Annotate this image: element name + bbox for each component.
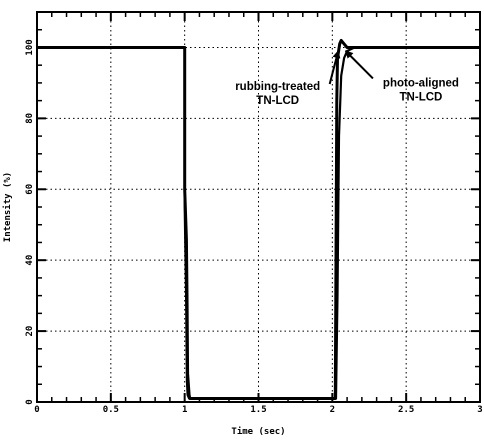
y-tick-label: 60 bbox=[25, 184, 35, 195]
y-tick-label: 40 bbox=[25, 255, 35, 266]
y-tick-label: 20 bbox=[25, 326, 35, 337]
x-axis-title: Time (sec) bbox=[231, 426, 285, 436]
x-tick-label: 0 bbox=[34, 405, 39, 415]
x-tick-label: 2.5 bbox=[398, 405, 414, 415]
y-tick-label: 80 bbox=[25, 113, 35, 124]
x-tick-label: 1.5 bbox=[250, 405, 266, 415]
annotation-arrow-2 bbox=[344, 50, 374, 80]
x-tick-label: 2 bbox=[330, 405, 335, 415]
y-axis-title: Intensity (%) bbox=[2, 172, 13, 242]
annotation-label-1: TN-LCD bbox=[256, 95, 299, 107]
annotation-label-2: photo-aligned bbox=[383, 77, 459, 89]
y-tick-label: 0 bbox=[25, 399, 35, 404]
annotation-label-2: TN-LCD bbox=[400, 91, 443, 103]
x-tick-label: 1 bbox=[182, 405, 187, 415]
tick-labels: 0 0.5 1 1.5 2 2.5 3 0 20 40 60 80 100 bbox=[25, 39, 483, 415]
annotations: rubbing-treated TN-LCD photo-aligned TN-LCD bbox=[235, 50, 459, 107]
x-tick-label: 3 bbox=[477, 405, 482, 415]
annotation-label-1: rubbing-treated bbox=[235, 81, 320, 93]
plot-frame bbox=[36, 11, 481, 403]
annotation-arrow-1 bbox=[328, 50, 341, 85]
x-tick-label: 0.5 bbox=[103, 405, 119, 415]
grid-lines bbox=[37, 12, 480, 402]
y-tick-label: 100 bbox=[25, 39, 35, 55]
